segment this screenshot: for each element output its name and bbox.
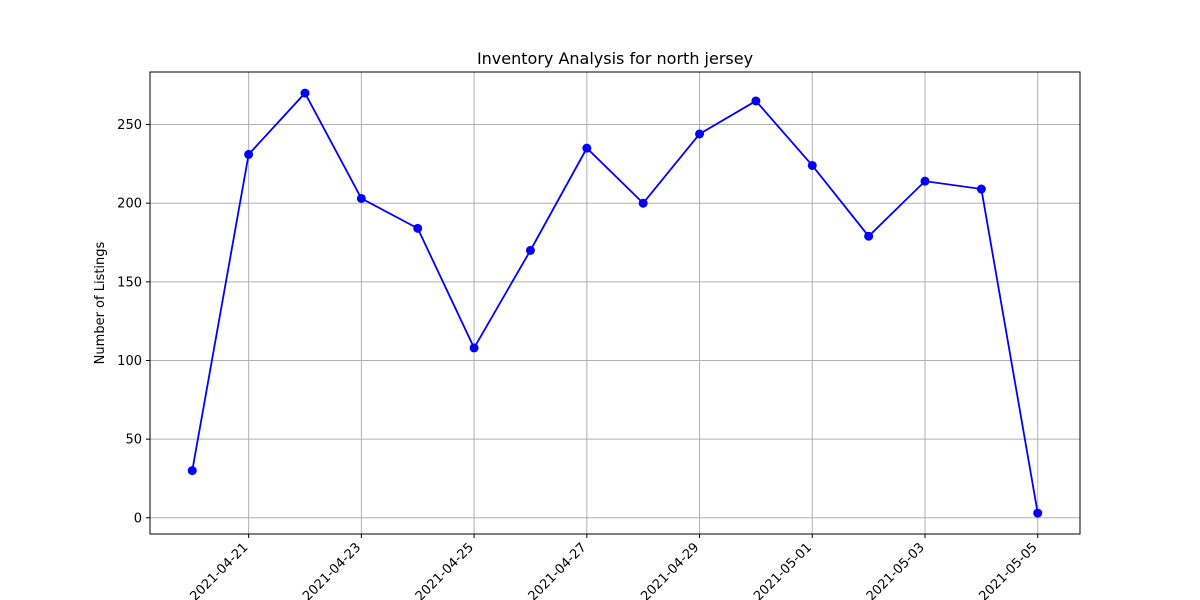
x-tick-label: 2021-04-29	[638, 540, 702, 600]
data-point	[976, 184, 986, 194]
data-point	[469, 343, 479, 353]
data-point	[525, 245, 535, 255]
data-point	[864, 231, 874, 241]
data-point	[1033, 508, 1043, 518]
y-tick-label: 100	[117, 354, 142, 369]
x-tick-label: 2021-04-21	[187, 540, 251, 600]
x-tick-label: 2021-05-03	[864, 540, 928, 600]
plot-frame	[149, 71, 1081, 535]
x-tick-label: 2021-04-27	[526, 540, 590, 600]
x-tick-label: 2021-05-05	[977, 540, 1041, 600]
data-point	[582, 143, 592, 153]
data-point	[751, 96, 761, 106]
x-tick-label: 2021-04-25	[413, 540, 477, 600]
data-point	[244, 149, 254, 159]
data-point	[413, 223, 423, 233]
y-axis-label: Number of Listings	[93, 241, 108, 364]
series-layer	[187, 88, 1043, 518]
data-point	[187, 466, 197, 476]
grid	[150, 72, 1080, 534]
data-point	[807, 160, 817, 170]
y-tick-label: 0	[134, 511, 142, 526]
y-axis: 0 50 100 150 200 250	[117, 118, 150, 526]
x-axis: 2021-04-21 2021-04-23 2021-04-25 2021-04-27…	[187, 534, 1041, 600]
x-tick-label: 2021-04-23	[300, 540, 364, 600]
data-point	[695, 129, 705, 139]
y-tick-label: 50	[125, 433, 142, 448]
data-point	[300, 88, 310, 98]
data-point	[638, 198, 648, 208]
chart-title: Inventory Analysis for north jersey	[477, 49, 753, 68]
series-line	[191, 91, 1039, 514]
y-tick-label: 250	[117, 118, 142, 133]
y-tick-label: 200	[117, 197, 142, 212]
y-tick-label: 150	[117, 275, 142, 290]
data-point	[356, 193, 366, 203]
data-point	[920, 176, 930, 186]
x-tick-label: 2021-05-01	[751, 540, 815, 600]
